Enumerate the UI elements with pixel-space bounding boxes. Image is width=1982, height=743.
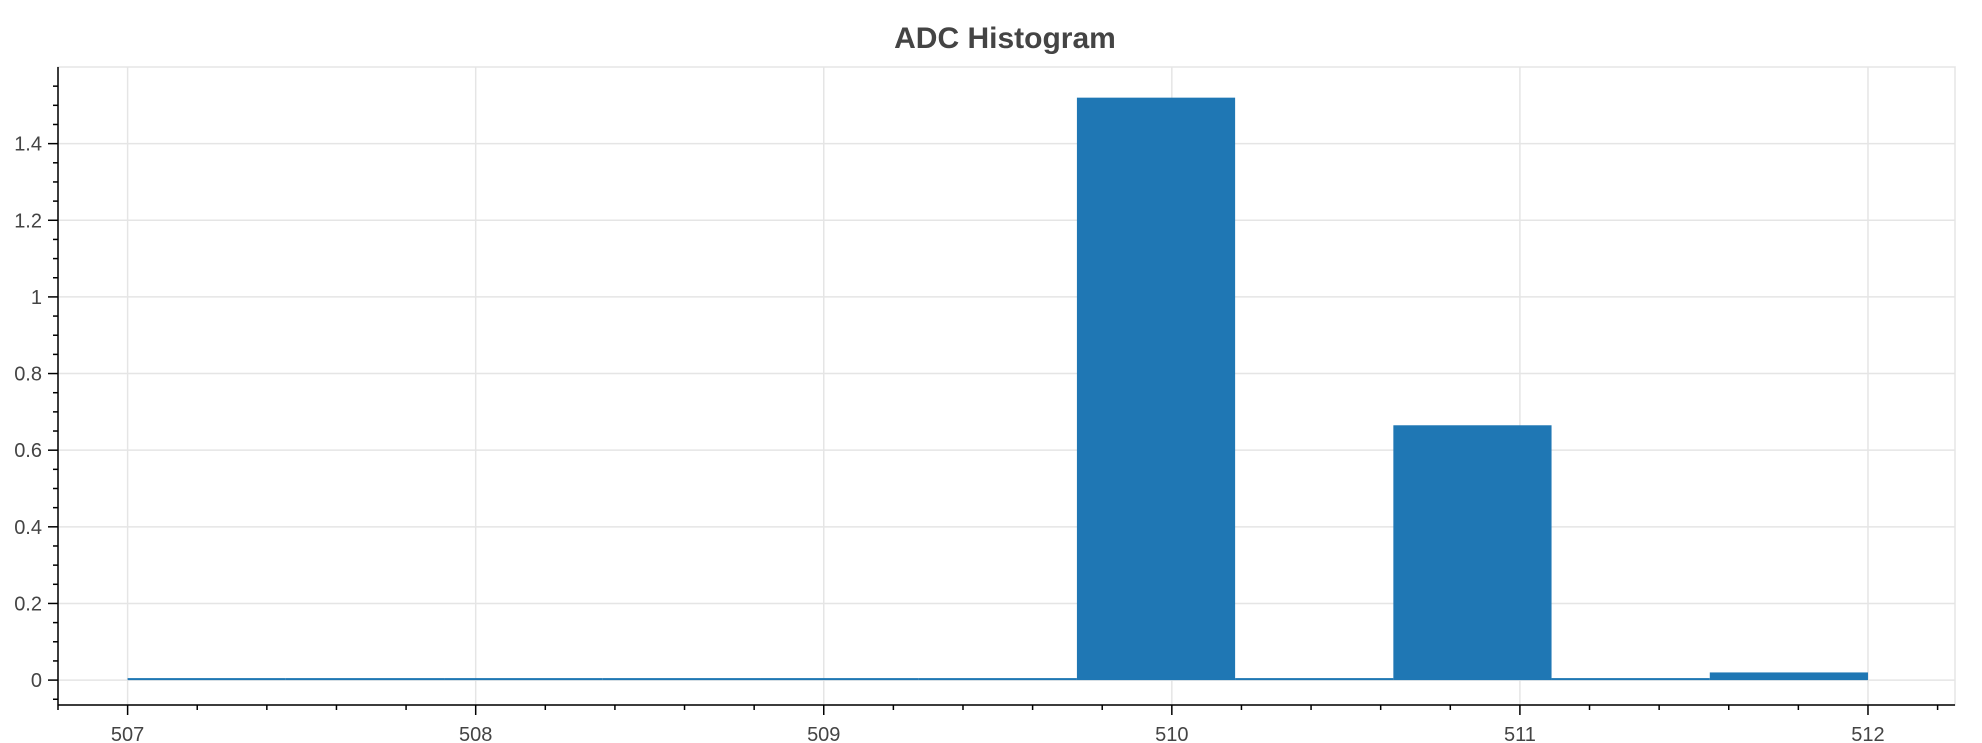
histogram-bar-8 [1235, 678, 1394, 681]
y-tick-label-0.4: 0.4 [14, 517, 42, 539]
y-tick-label-1: 1 [31, 287, 42, 309]
x-tick-label-507: 507 [111, 724, 144, 743]
histogram-bar-1 [127, 678, 286, 681]
x-tick-label-508: 508 [459, 724, 492, 743]
grid-layer [57, 66, 1956, 706]
histogram-bar-4 [602, 678, 761, 681]
y-tick-label-1.2: 1.2 [14, 210, 42, 232]
bars-layer [127, 97, 1868, 681]
histogram-bar-11 [1709, 672, 1868, 681]
x-tick-label-512: 512 [1851, 724, 1884, 743]
histogram-bar-10 [1551, 678, 1710, 681]
y-tick-label-0.6: 0.6 [14, 440, 42, 462]
histogram-bar-3 [444, 678, 603, 681]
y-tick-label-0: 0 [31, 670, 42, 692]
x-tick-label-509: 509 [807, 724, 840, 743]
histogram-bar-7 [1076, 97, 1236, 681]
histogram-bar-6 [918, 678, 1077, 681]
x-tick-label-510: 510 [1155, 724, 1188, 743]
axes-layer: 507 508 509 510 511 512 0 0.2 0.4 0.6 0.8 1 1.2 1.4 [14, 67, 1955, 743]
y-tick-label-1.4: 1.4 [14, 134, 42, 156]
y-tick-label-0.8: 0.8 [14, 364, 42, 386]
histogram-bar-5 [760, 678, 919, 681]
histogram-bar-9 [1393, 425, 1552, 681]
y-tick-label-0.2: 0.2 [14, 593, 42, 615]
plot-frame [57, 66, 1956, 706]
x-tick-label-511: 511 [1504, 724, 1536, 743]
chart-title: ADC Histogram [894, 22, 1116, 55]
histogram-bar-2 [285, 678, 445, 681]
